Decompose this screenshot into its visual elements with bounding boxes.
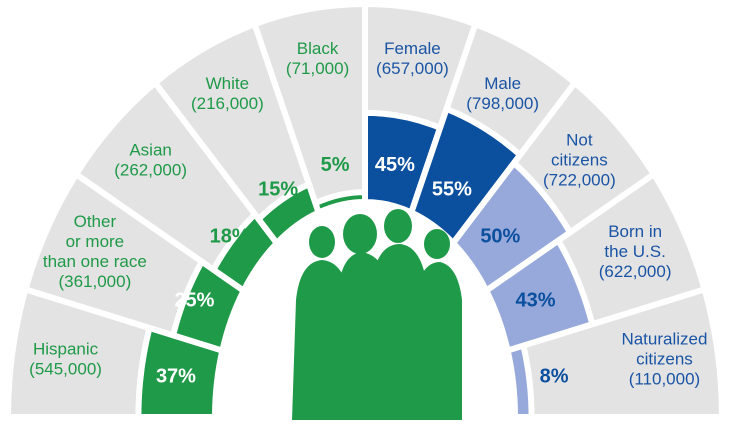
percent-label: 45% bbox=[375, 154, 415, 176]
segment-bar bbox=[508, 346, 532, 417]
percent-label: 15% bbox=[258, 178, 298, 200]
count: (622,000) bbox=[599, 262, 672, 281]
percent-label: 8% bbox=[540, 365, 569, 387]
label-line: the U.S. bbox=[604, 242, 665, 261]
label-line: Black bbox=[297, 39, 339, 58]
count: (71,000) bbox=[286, 59, 349, 78]
chart: Hispanic(545,000) 37% Otheror morethan one… bbox=[0, 0, 730, 425]
label-line: than one race bbox=[43, 252, 147, 271]
label-line: Born in bbox=[608, 222, 662, 241]
label-line: Female bbox=[384, 39, 441, 58]
page: Hispanic(545,000) 37% Otheror morethan one… bbox=[0, 0, 730, 425]
count: (545,000) bbox=[29, 360, 102, 379]
label-line: Asian bbox=[129, 141, 172, 160]
count: (657,000) bbox=[376, 59, 449, 78]
label-line: Male bbox=[484, 74, 521, 93]
percent-label: 43% bbox=[516, 290, 556, 312]
label-line: Other bbox=[74, 212, 117, 231]
label-line: White bbox=[206, 74, 249, 93]
label-line: citizens bbox=[551, 151, 608, 170]
percent-label: 37% bbox=[156, 365, 196, 387]
silhouette bbox=[292, 209, 462, 420]
percent-label: 25% bbox=[174, 290, 214, 312]
segment-label: Female(657,000) bbox=[376, 39, 449, 78]
count: (722,000) bbox=[543, 171, 616, 190]
label-line: Naturalized bbox=[621, 330, 707, 349]
label-line: citizens bbox=[636, 350, 693, 369]
count: (262,000) bbox=[114, 161, 187, 180]
percent-label: 55% bbox=[432, 178, 472, 200]
count: (110,000) bbox=[629, 370, 701, 389]
segment-label: Hispanic(545,000) bbox=[29, 340, 102, 379]
label-line: Hispanic bbox=[33, 340, 99, 359]
count: (798,000) bbox=[466, 94, 539, 113]
label-line: or more bbox=[66, 232, 125, 251]
count: (216,000) bbox=[191, 94, 264, 113]
percent-label: 5% bbox=[321, 154, 350, 176]
label-line: Not bbox=[566, 131, 593, 150]
percent-label: 50% bbox=[480, 225, 520, 247]
count: (361,000) bbox=[58, 272, 131, 291]
percent-label: 18% bbox=[210, 225, 250, 247]
